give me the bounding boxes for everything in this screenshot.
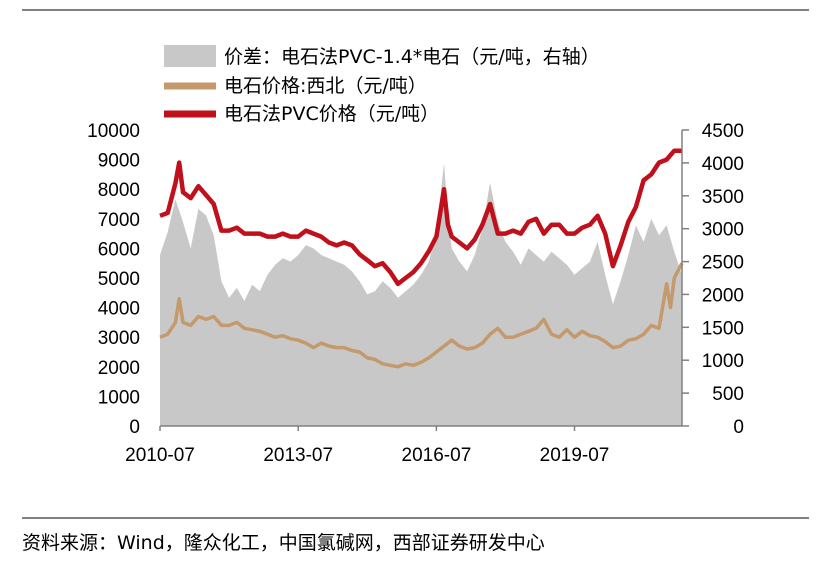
right-axis-ticks: 0 500 1000 1500 2000 2500 3000 3500 4000 4500 xyxy=(682,121,744,438)
left-tick-label: 3000 xyxy=(98,328,140,349)
pvc-price-line xyxy=(159,148,682,287)
left-tick-label: 9000 xyxy=(98,151,140,172)
x-tick-label: 2016-07 xyxy=(402,445,472,466)
left-tick-label: 4000 xyxy=(98,299,140,320)
right-tick-label: 1000 xyxy=(702,351,744,372)
left-tick-label: 10000 xyxy=(87,121,140,142)
legend-label-pvc: 电石法PVC价格（元/吨） xyxy=(224,103,439,125)
right-tick-label: 3000 xyxy=(702,220,744,241)
legend: 价差：电石法PVC-1.4*电石（元/吨，右轴） 电石价格:西北（元/吨） 电石… xyxy=(164,45,600,125)
legend-label-carbide: 电石价格:西北（元/吨） xyxy=(224,75,427,97)
left-tick-label: 1000 xyxy=(98,387,140,408)
x-axis-ticks: 2010-07 2013-07 2016-07 2019-07 xyxy=(125,426,609,466)
left-axis-ticks: 0 1000 2000 3000 4000 5000 6000 7000 8000 9000 100… xyxy=(87,121,140,438)
right-tick-label: 2500 xyxy=(702,253,744,274)
left-tick-label: 8000 xyxy=(98,180,140,201)
plot-area xyxy=(159,148,684,426)
right-tick-label: 0 xyxy=(733,417,744,438)
right-tick-label: 1500 xyxy=(702,318,744,339)
legend-label-spread: 价差：电石法PVC-1.4*电石（元/吨，右轴） xyxy=(224,46,600,68)
x-tick-label: 2010-07 xyxy=(125,445,195,466)
right-tick-label: 4000 xyxy=(702,154,744,175)
left-tick-label: 2000 xyxy=(98,358,140,379)
source-note: 资料来源：Wind，隆众化工，中国氯碱网，西部证券研发中心 xyxy=(22,532,545,554)
legend-swatch-spread xyxy=(164,45,216,67)
left-tick-label: 0 xyxy=(129,417,140,438)
x-tick-label: 2019-07 xyxy=(540,445,610,466)
x-tick-label: 2013-07 xyxy=(263,445,333,466)
right-tick-label: 500 xyxy=(712,384,744,405)
left-tick-label: 6000 xyxy=(98,239,140,260)
right-tick-label: 2000 xyxy=(702,285,744,306)
left-tick-label: 7000 xyxy=(98,210,140,231)
right-tick-label: 4500 xyxy=(702,121,744,142)
left-tick-label: 5000 xyxy=(98,269,140,290)
right-tick-label: 3500 xyxy=(702,187,744,208)
axes: 0100020003000400050006000700080009000100… xyxy=(87,121,744,466)
spread-area xyxy=(160,162,682,426)
carbide-price-line xyxy=(159,262,684,369)
